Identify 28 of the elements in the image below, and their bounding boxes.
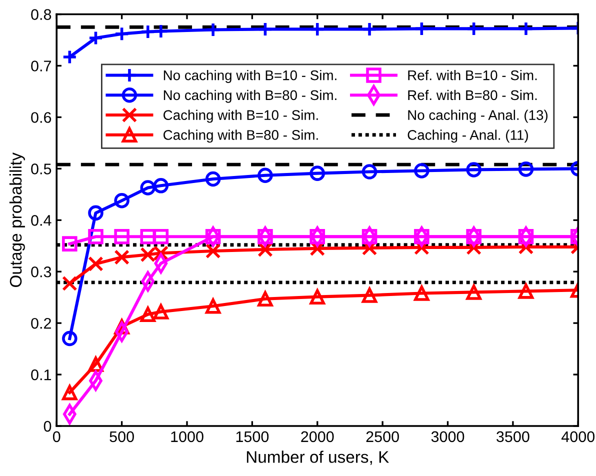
y-tick-label: 0.3 — [31, 266, 52, 278]
legend-label: Ref. with B=80 - Sim. — [408, 90, 537, 100]
legend-label: No caching with B=10 - Sim. — [164, 70, 336, 83]
legend-label: Caching - Anal. (11) — [408, 130, 528, 143]
y-tick-label: 0.1 — [31, 369, 52, 380]
legend-label: No caching with B=80 - Sim. — [164, 90, 336, 103]
y-tick-label: 0.6 — [31, 112, 52, 123]
x-tick-label: 4000 — [561, 431, 595, 442]
y-axis-title: Outage probability — [9, 152, 25, 287]
x-tick-label: 3500 — [496, 431, 530, 442]
y-tick-label: 0.4 — [31, 215, 52, 226]
y-tick-label: 0.8 — [31, 9, 52, 20]
y-tick-label: 0.5 — [31, 164, 52, 174]
y-tick-label: 0.2 — [31, 318, 51, 329]
x-tick-label: 2500 — [366, 431, 399, 442]
x-tick-label: 500 — [110, 431, 134, 442]
x-tick-label: 3000 — [431, 431, 464, 442]
y-tick-label: 0.7 — [31, 60, 51, 72]
legend-label: No caching - Anal. (13) — [408, 110, 548, 123]
x-tick-label: 1500 — [236, 431, 269, 442]
x-tick-label: 2000 — [301, 431, 334, 442]
legend-label: Caching with B=10 - Sim. — [164, 110, 318, 123]
legend-label: Caching with B=80 - Sim. — [164, 130, 318, 143]
x-tick-label: 1000 — [171, 431, 204, 442]
y-tick-label: 0 — [44, 420, 52, 432]
x-axis-title: Number of users, K — [246, 450, 389, 465]
x-tick-label: 0 — [52, 431, 60, 442]
legend-label: Ref. with B=10 - Sim. — [408, 70, 537, 80]
